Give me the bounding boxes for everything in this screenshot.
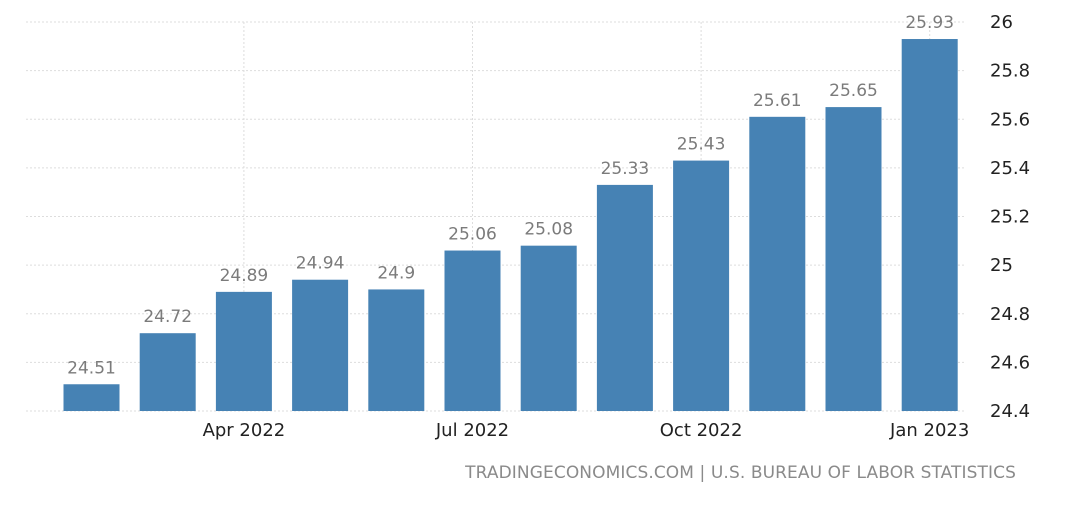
bar [596,184,653,411]
bar [215,291,272,411]
data-label: 25.33 [601,159,650,179]
bar [673,160,730,411]
data-label: 24.89 [220,266,269,286]
y-tick-label: 25.4 [990,158,1030,179]
bar [520,245,577,411]
x-tick-label: Jul 2022 [435,420,509,441]
bar [825,107,882,411]
y-tick-label: 24.6 [990,352,1030,373]
y-tick-label: 25.2 [990,207,1030,228]
y-tick-label: 25.8 [990,61,1030,82]
data-label: 25.93 [905,13,954,33]
data-label: 25.61 [753,91,802,111]
y-tick-label: 24.8 [990,304,1030,325]
data-label: 25.43 [677,135,726,155]
x-tick-label: Apr 2022 [203,420,286,441]
bar [749,116,806,411]
source-attribution: TRADINGECONOMICS.COM | U.S. BUREAU OF LA… [465,463,1016,483]
data-label: 25.65 [829,81,878,101]
bar [292,279,349,411]
y-tick-label: 26 [990,12,1013,33]
y-tick-label: 24.4 [990,401,1030,422]
data-label: 24.9 [377,263,415,283]
bar [901,39,958,412]
data-label: 24.51 [67,358,116,378]
bar [139,333,196,411]
data-label: 25.08 [524,220,573,240]
bar [368,289,425,411]
bar [63,384,120,411]
bar [444,250,501,411]
x-tick-label: Jan 2023 [889,420,969,441]
y-tick-label: 25.6 [990,109,1030,130]
y-tick-label: 25 [990,255,1013,276]
data-label: 25.06 [448,225,497,245]
data-label: 24.94 [296,254,345,274]
data-label: 24.72 [143,307,192,327]
x-tick-label: Oct 2022 [660,420,743,441]
